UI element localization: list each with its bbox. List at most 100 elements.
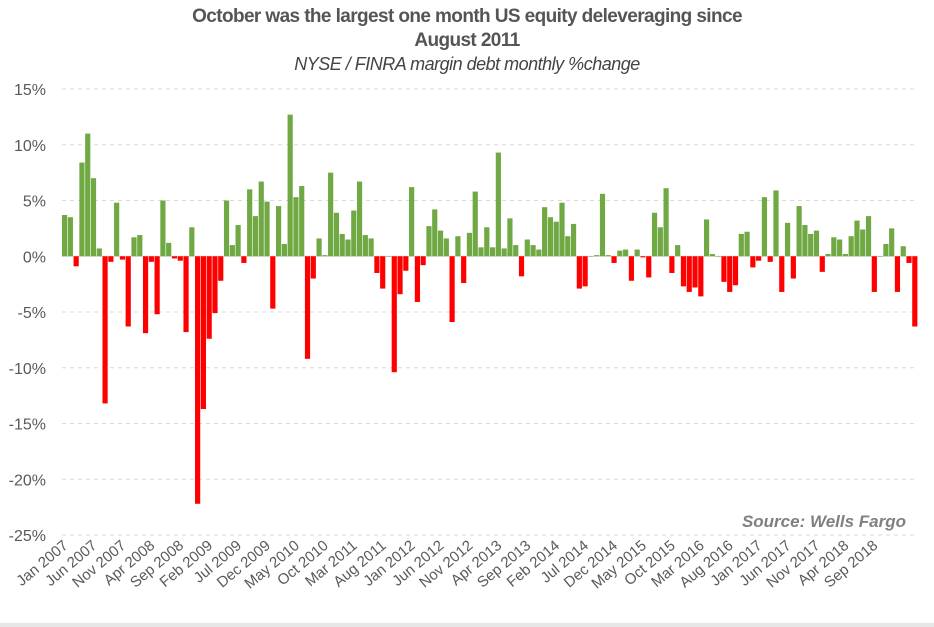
bar bbox=[894, 256, 901, 292]
bar bbox=[692, 256, 698, 288]
bar bbox=[90, 178, 97, 257]
bar bbox=[229, 245, 235, 257]
bar bbox=[582, 256, 588, 287]
bar bbox=[142, 256, 149, 334]
bar bbox=[189, 227, 195, 257]
bar bbox=[495, 152, 501, 257]
bar bbox=[599, 193, 606, 257]
bar bbox=[177, 256, 183, 261]
bar bbox=[478, 247, 484, 257]
bar bbox=[813, 230, 820, 257]
bar bbox=[669, 256, 675, 273]
bar bbox=[270, 256, 276, 309]
bar bbox=[154, 256, 160, 315]
bar bbox=[559, 202, 565, 257]
bar bbox=[409, 187, 415, 257]
bar bbox=[62, 215, 68, 257]
y-axis-ticks: 15% 10% 5% 0% -5% -10% -15% -20% -25% bbox=[9, 82, 46, 545]
bar bbox=[455, 236, 461, 257]
bar bbox=[513, 245, 519, 257]
bar bbox=[391, 256, 397, 373]
bar bbox=[617, 250, 623, 257]
bar bbox=[137, 235, 143, 257]
bar bbox=[767, 256, 773, 262]
bar bbox=[333, 212, 340, 257]
bar bbox=[183, 256, 189, 333]
bar bbox=[623, 249, 629, 257]
bar bbox=[218, 256, 224, 281]
y-tick-label: -10% bbox=[9, 361, 46, 378]
bar bbox=[490, 247, 496, 257]
bar bbox=[675, 245, 681, 257]
bar bbox=[79, 162, 85, 257]
bar bbox=[108, 256, 114, 262]
bar bbox=[865, 216, 872, 257]
bar bbox=[756, 256, 762, 261]
bar bbox=[258, 181, 264, 257]
source-note: Source: Wells Fargo bbox=[741, 512, 906, 531]
bar bbox=[461, 256, 467, 284]
bar bbox=[67, 217, 73, 257]
bar bbox=[414, 256, 420, 302]
bar bbox=[721, 256, 727, 282]
bar bbox=[773, 190, 779, 257]
bar bbox=[195, 256, 201, 504]
bar bbox=[686, 256, 692, 292]
y-tick-label: 10% bbox=[14, 138, 46, 155]
bar bbox=[837, 239, 843, 257]
bar bbox=[339, 233, 345, 257]
chart-title-line-2: August 2011 bbox=[414, 30, 520, 51]
y-tick-label: 0% bbox=[23, 249, 46, 266]
gridlines bbox=[62, 88, 918, 536]
bar bbox=[247, 189, 253, 257]
bar bbox=[385, 256, 392, 257]
bar bbox=[252, 216, 259, 257]
bar bbox=[380, 256, 386, 289]
bar bbox=[831, 237, 837, 257]
y-tick-label: -20% bbox=[9, 472, 46, 489]
bar bbox=[432, 209, 438, 257]
bar bbox=[200, 256, 206, 409]
bar bbox=[235, 225, 241, 257]
bar bbox=[542, 207, 548, 257]
bar bbox=[727, 256, 733, 292]
bar bbox=[889, 228, 895, 257]
bar bbox=[825, 254, 831, 257]
bar bbox=[131, 237, 137, 257]
bar bbox=[732, 256, 739, 286]
bar bbox=[715, 256, 721, 257]
bar bbox=[299, 186, 305, 257]
bar bbox=[530, 245, 536, 257]
bar bbox=[356, 181, 363, 257]
bar bbox=[264, 201, 270, 257]
bar bbox=[328, 172, 334, 257]
bar bbox=[634, 249, 640, 257]
bar bbox=[605, 255, 611, 257]
bars bbox=[62, 114, 918, 504]
bar bbox=[871, 256, 877, 292]
bar bbox=[663, 188, 669, 257]
bar bbox=[570, 223, 577, 257]
bar bbox=[750, 256, 756, 268]
bar bbox=[166, 242, 172, 257]
bar bbox=[553, 221, 559, 257]
bar bbox=[507, 218, 513, 257]
bar bbox=[368, 238, 374, 257]
bar bbox=[680, 256, 687, 287]
bar bbox=[420, 256, 426, 266]
bar bbox=[466, 232, 473, 257]
bar bbox=[322, 255, 328, 257]
bar bbox=[125, 256, 131, 327]
bar bbox=[119, 256, 126, 260]
bottom-border bbox=[0, 623, 934, 627]
bar bbox=[761, 197, 768, 257]
bar bbox=[212, 256, 218, 314]
bar bbox=[565, 236, 571, 257]
bar bbox=[351, 210, 357, 257]
y-tick-label: 5% bbox=[23, 194, 46, 211]
bar bbox=[819, 256, 825, 272]
bar bbox=[345, 239, 351, 257]
bar bbox=[912, 256, 918, 327]
bar bbox=[536, 249, 542, 257]
